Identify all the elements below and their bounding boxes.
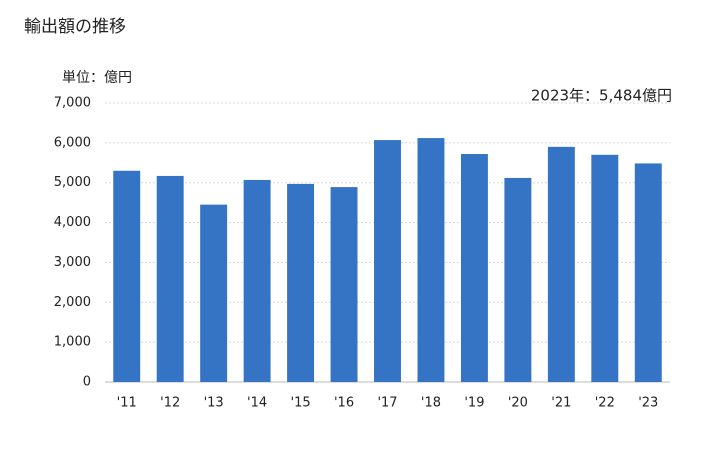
y-tick-label: 5,000 [54,175,91,190]
bar [634,163,662,382]
y-tick-label: 4,000 [54,215,91,230]
x-tick-label: '17 [377,396,397,411]
y-tick-label: 0 [83,375,91,390]
x-tick-label: '12 [160,396,180,411]
bar [591,154,619,382]
bar [330,187,358,382]
x-tick-label: '18 [421,396,441,411]
unit-label: 単位：億円 [62,70,132,86]
bar [547,146,575,382]
y-tick-label: 2,000 [54,295,91,310]
y-tick-label: 3,000 [54,255,91,270]
x-tick-label: '11 [117,396,137,411]
bar [374,140,401,382]
x-tick-label: '22 [595,396,615,411]
x-tick-label: '19 [464,396,484,411]
x-tick-label: '20 [508,396,528,411]
bar [200,204,228,382]
y-tick-label: 6,000 [54,135,91,150]
bar [287,183,315,382]
x-tick-label: '21 [551,396,571,411]
chart-title: 輸出額の推移 [24,17,126,37]
bar [156,175,184,382]
bar [113,170,141,382]
x-tick-label: '23 [638,396,658,411]
bar [460,154,488,382]
bar [504,177,532,382]
x-tick-label: '15 [291,396,311,411]
x-tick-label: '14 [247,396,267,411]
y-tick-label: 7,000 [54,96,91,111]
x-tick-label: '13 [204,396,224,411]
bar [417,138,445,382]
annotation: 2023年：5,484億円 [531,87,672,105]
y-tick-label: 1,000 [54,335,91,350]
bar [243,179,271,382]
x-tick-label: '16 [334,396,354,411]
